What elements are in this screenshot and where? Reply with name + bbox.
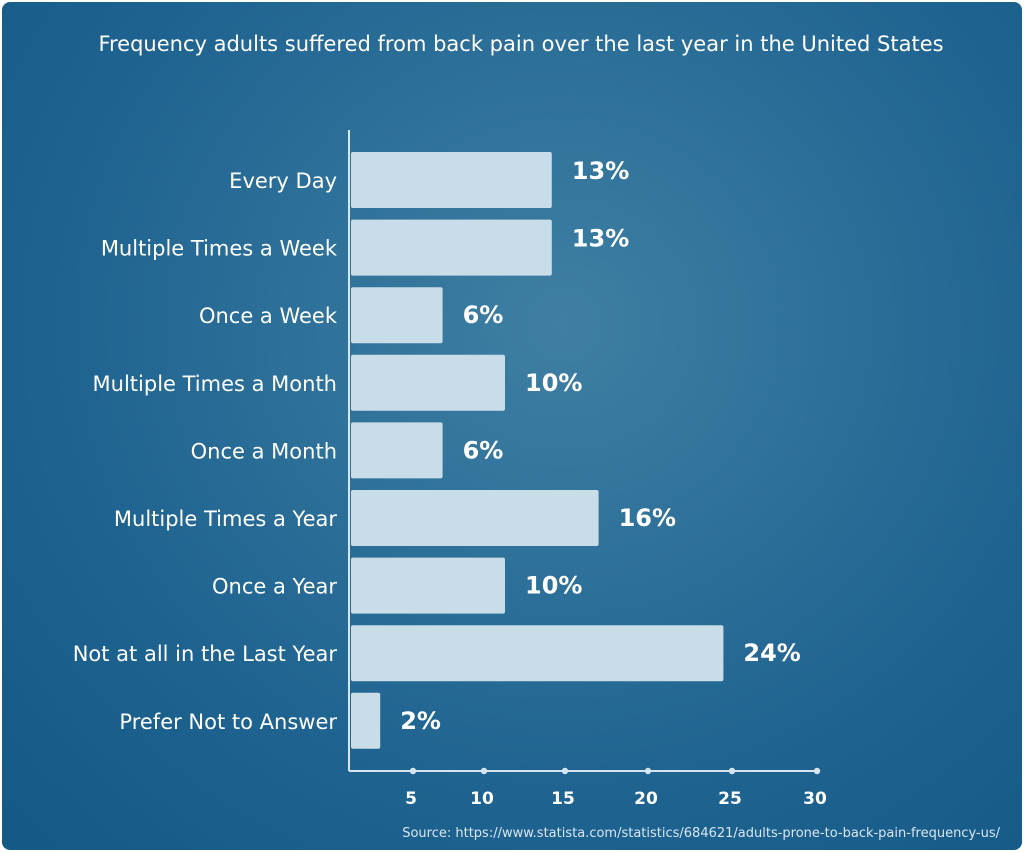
- value-label: 13%: [572, 157, 629, 185]
- category-label: Once a Year: [212, 575, 337, 599]
- bar-multiple-times-a-week: [351, 219, 552, 276]
- value-label: 2%: [400, 707, 441, 735]
- tick-mark: [409, 767, 417, 775]
- category-label: Multiple Times a Month: [93, 372, 337, 396]
- category-label: Not at all in the Last Year: [73, 642, 338, 666]
- value-label: 6%: [463, 436, 504, 464]
- bar-not-at-all-in-the-last-year: [351, 625, 724, 682]
- category-label: Every Day: [229, 169, 337, 193]
- tick-label: 25: [718, 789, 742, 809]
- plot-area: Every Day 13% Multiple Times a Week 13% Once…: [73, 130, 827, 809]
- value-label: 16%: [619, 504, 676, 532]
- bar-once-a-year: [351, 557, 505, 614]
- tick-mark: [561, 767, 569, 775]
- category-label: Multiple Times a Year: [114, 507, 337, 531]
- tick-mark: [480, 767, 488, 775]
- bar-multiple-times-a-year: [351, 490, 599, 546]
- tick-mark: [813, 767, 821, 775]
- tick-label: 10: [470, 789, 494, 809]
- bar-prefer-not-to-answer: [351, 692, 381, 749]
- chart-title: Frequency adults suffered from back pain…: [98, 32, 943, 56]
- tick-label: 30: [803, 789, 827, 809]
- bar-once-a-month: [351, 422, 443, 479]
- bar-every-day: [351, 152, 552, 208]
- tick-mark: [644, 767, 652, 775]
- value-label: 6%: [463, 301, 504, 329]
- category-label: Prefer Not to Answer: [119, 710, 337, 734]
- tick-label: 20: [634, 789, 658, 809]
- value-label: 24%: [743, 639, 800, 667]
- value-label: 10%: [525, 369, 582, 397]
- source-note: Source: https://www.statista.com/statist…: [402, 826, 1000, 841]
- category-label: Multiple Times a Week: [101, 237, 338, 261]
- category-label: Once a Week: [199, 304, 338, 328]
- bar-once-a-week: [351, 287, 443, 344]
- bar-multiple-times-a-month: [351, 354, 505, 411]
- category-label: Once a Month: [191, 439, 337, 463]
- value-label: 10%: [525, 572, 582, 600]
- value-label: 13%: [572, 225, 629, 253]
- tick-mark: [728, 767, 736, 775]
- tick-label: 15: [551, 789, 575, 809]
- tick-label: 5: [405, 789, 417, 809]
